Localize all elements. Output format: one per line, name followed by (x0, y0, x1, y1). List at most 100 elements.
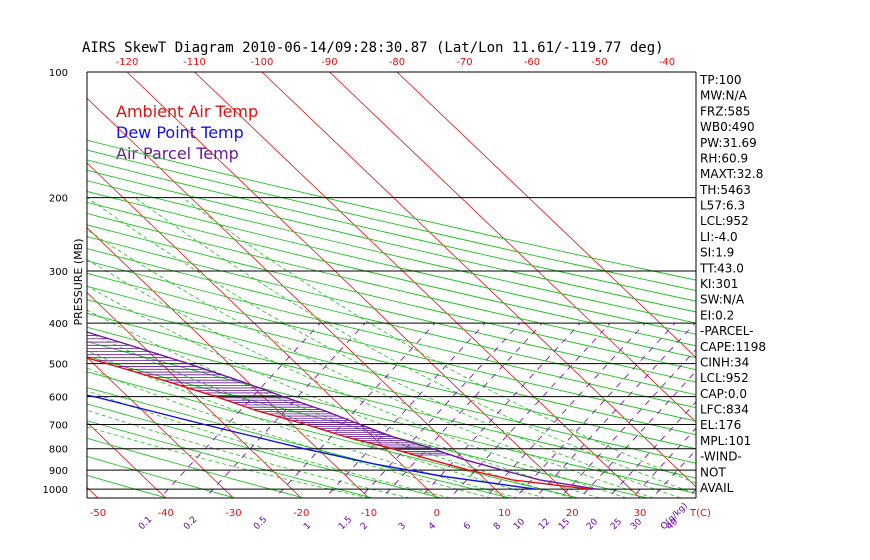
index-value: FRZ:585 (700, 104, 750, 118)
index-value: EL:176 (700, 418, 741, 432)
moist-adiabat (87, 309, 573, 498)
bottom-temp-tick-label: 10 (498, 508, 511, 519)
mixing-ratio-line (324, 322, 486, 498)
index-value: -PARCEL- (700, 324, 754, 338)
y-axis-label: PRESSURE (MB) (72, 239, 85, 326)
index-value: AVAIL (700, 481, 734, 495)
bottom-temp-tick-label: 20 (566, 508, 579, 519)
top-temp-tick-label: -60 (524, 57, 540, 68)
isotherm-line (0, 72, 30, 498)
dry-adiabat (87, 248, 696, 396)
pressure-tick-label: 800 (49, 445, 68, 456)
pressure-tick-label: 100 (49, 68, 68, 79)
dry-adiabat (87, 387, 510, 498)
dry-adiabat (87, 455, 236, 498)
mixing-ratio-line (607, 401, 696, 498)
isotherm-line (329, 72, 696, 423)
mixing-ratio-label: 15 (557, 517, 572, 532)
dry-adiabat (87, 326, 696, 479)
cape-shading (87, 335, 451, 456)
mixing-ratio-label: 2 (359, 521, 370, 532)
index-value: L57:6.3 (700, 199, 745, 213)
index-value: WB0:490 (700, 120, 755, 134)
index-value: PW:31.69 (700, 136, 757, 150)
mixing-ratio-line (514, 322, 676, 498)
moist-adiabat (87, 258, 627, 498)
index-value: KI:301 (700, 277, 738, 291)
mixing-ratio-label: 3 (397, 521, 408, 532)
dry-adiabat (87, 236, 696, 383)
legend-entry: Air Parcel Temp (116, 144, 239, 163)
dry-adiabat (87, 224, 696, 371)
legend-entry: Ambient Air Temp (116, 102, 258, 121)
series-line (87, 357, 591, 490)
series-line (87, 394, 536, 490)
index-value: MW:N/A (700, 89, 748, 103)
legend-entry: Dew Point Temp (116, 123, 244, 142)
pressure-tick-label: 700 (49, 421, 68, 432)
dry-adiabat (87, 190, 696, 335)
top-temp-tick-label: -120 (116, 57, 139, 68)
top-temp-tick-label: -80 (389, 57, 405, 68)
dry-adiabat (87, 180, 696, 324)
mixing-ratio-line (579, 370, 696, 498)
mixing-ratio-line (534, 322, 696, 498)
top-temp-tick-label: -100 (251, 57, 274, 68)
dry-adiabat (87, 272, 696, 422)
series-line (87, 331, 598, 490)
dry-adiabat (87, 371, 579, 498)
mixing-ratio-label: 25 (609, 517, 624, 532)
index-value: MPL:101 (700, 434, 751, 448)
dry-adiabat (87, 356, 648, 498)
mixing-ratio-label: 10 (512, 517, 527, 532)
moist-adiabat (134, 197, 696, 495)
mixing-ratio-label: 0.1 (137, 515, 154, 532)
dry-adiabat (87, 403, 442, 498)
top-temp-tick-label: -110 (183, 57, 206, 68)
dry-adiabat (87, 159, 696, 302)
mixing-ratio-line (274, 322, 436, 498)
index-value: TP:100 (699, 73, 742, 87)
bottom-temp-tick-label: -50 (90, 508, 106, 519)
isotherm-line (261, 72, 696, 488)
mixing-ratio-line (204, 322, 366, 498)
mixing-ratio-line (449, 322, 611, 498)
mixing-ratio-label: 1.5 (337, 515, 354, 532)
mixing-ratio-line (159, 322, 321, 498)
top-temp-tick-label: -50 (591, 57, 607, 68)
index-value: RH:60.9 (700, 151, 748, 165)
mixing-ratio-line (559, 348, 696, 498)
moist-adiabat (182, 197, 696, 484)
bottom-temp-tick-label: -20 (293, 508, 309, 519)
moist-adiabat (87, 331, 546, 498)
mixing-ratio-label: 0.5 (252, 515, 269, 532)
mixing-ratio-label: 1 (302, 521, 313, 532)
mixing-ratio-line (419, 322, 581, 498)
index-value: CAP:0.0 (700, 387, 747, 401)
dry-adiabat (87, 212, 696, 359)
dry-adiabat (87, 149, 696, 291)
moist-adiabat (87, 285, 600, 498)
index-value: CAPE:1198 (700, 340, 766, 354)
pressure-tick-label: 900 (49, 466, 68, 477)
chart-title: AIRS SkewT Diagram 2010-06-14/09:28:30.8… (82, 40, 664, 56)
pressure-tick-label: 500 (49, 360, 68, 371)
dry-adiabat (87, 312, 696, 464)
top-temp-tick-label: -40 (659, 57, 675, 68)
dry-adiabat (87, 169, 696, 313)
legend: Ambient Air Temp Dew Point Temp Air Parcel… (116, 102, 258, 163)
mixing-ratio-label: 8 (492, 521, 503, 532)
index-value: LFC:834 (700, 403, 749, 417)
grid (0, 72, 696, 498)
profiles (87, 331, 598, 490)
bottom-temp-tick-label: -30 (225, 508, 241, 519)
mixing-ratio-label: 20 (585, 517, 600, 532)
isotherm-line (87, 97, 505, 498)
dry-adiabat (87, 201, 696, 347)
index-value: TH:5463 (699, 183, 751, 197)
index-value: NOT (700, 465, 726, 479)
mixing-ratio-label: 30 (629, 517, 644, 532)
index-value: LCL:952 (700, 371, 749, 385)
bottom-temp-tick-label: 0 (434, 508, 440, 519)
